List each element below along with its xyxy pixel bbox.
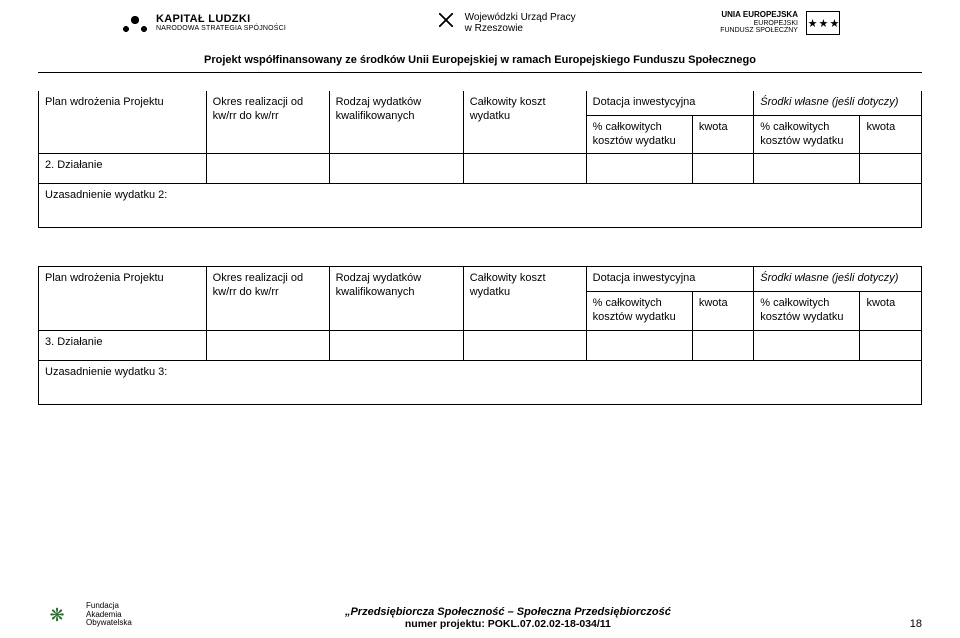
hdr-plan-b: Plan wdrożenia Projektu <box>39 267 207 330</box>
plan-table-2: Plan wdrożenia Projektu Okres realizacji… <box>38 91 922 228</box>
cell-action-2-own-kwota <box>860 154 922 184</box>
logo-eu: UNIA EUROPEJSKA EUROPEJSKI FUNDUSZ SPOŁE… <box>720 11 840 35</box>
wup-text: Wojewódzki Urząd Pracy w Rzeszowie <box>465 12 576 34</box>
fao-l3: Obywatelska <box>86 619 132 627</box>
hdr-own-pct-b: % całkowitych kosztów wydatku <box>754 292 860 331</box>
hdr-dot-pct-b: % całkowitych kosztów wydatku <box>586 292 692 331</box>
cell-action-3-label: 3. Działanie <box>39 330 207 360</box>
eu-stars: ★ ★ ★ <box>808 17 839 30</box>
header-logos: KAPITAŁ LUDZKI NARODOWA STRATEGIA SPÓJNO… <box>0 0 960 44</box>
eu-flag-icon: ★ ★ ★ <box>806 11 840 35</box>
eu-line2: EUROPEJSKI <box>720 20 798 27</box>
cell-action-3-type <box>329 330 463 360</box>
cell-action-2-dot-pct <box>586 154 692 184</box>
cell-action-2-period <box>206 154 329 184</box>
footer: ❋ Fundacja Akademia Obywatelska „Przedsi… <box>0 600 960 630</box>
hdr-total: Całkowity koszt wydatku <box>463 91 586 154</box>
cell-just-3: Uzasadnienie wydatku 3: <box>39 360 922 404</box>
hdr-srodki-b: Środki własne (jeśli dotyczy) <box>754 267 922 292</box>
footer-project-no: numer projektu: POKL.07.02.02-18-034/11 <box>132 618 884 630</box>
hdr-total-b: Całkowity koszt wydatku <box>463 267 586 330</box>
footer-left: ❋ Fundacja Akademia Obywatelska <box>38 600 132 630</box>
fao-icon: ❋ <box>38 600 76 630</box>
cell-action-3-own-pct <box>754 330 860 360</box>
cell-action-3-own-kwota <box>860 330 922 360</box>
wup-icon <box>431 11 459 35</box>
hdr-own-kwota-b: kwota <box>860 292 922 331</box>
eu-line3: FUNDUSZ SPOŁECZNY <box>720 27 798 34</box>
kl-title: KAPITAŁ LUDZKI <box>156 14 286 26</box>
kl-subtitle: NARODOWA STRATEGIA SPÓJNOŚCI <box>156 25 286 32</box>
plan-table-3: Plan wdrożenia Projektu Okres realizacji… <box>38 266 922 404</box>
footer-title: „Przedsiębiorcza Społeczność – Społeczna… <box>132 606 884 618</box>
hdr-period: Okres realizacji od kw/rr do kw/rr <box>206 91 329 154</box>
eu-text: UNIA EUROPEJSKA EUROPEJSKI FUNDUSZ SPOŁE… <box>720 11 798 34</box>
hdr-dot-kwota: kwota <box>692 115 753 154</box>
cell-action-2-type <box>329 154 463 184</box>
wup-line2: w Rzeszowie <box>465 23 576 34</box>
cell-action-2-total <box>463 154 586 184</box>
cell-action-2-dot-kwota <box>692 154 753 184</box>
cofinance-subtitle: Projekt współfinansowany ze środków Unii… <box>0 44 960 72</box>
hdr-period-b: Okres realizacji od kw/rr do kw/rr <box>206 267 329 330</box>
cell-just-2: Uzasadnienie wydatku 2: <box>39 184 922 228</box>
content-area: Plan wdrożenia Projektu Okres realizacji… <box>0 73 960 405</box>
row-action-3: 3. Działanie <box>39 330 922 360</box>
cell-action-3-dot-kwota <box>692 330 753 360</box>
hdr-srodki: Środki własne (jeśli dotyczy) <box>754 91 922 115</box>
hdr-dot-kwota-b: kwota <box>692 292 753 331</box>
header-row-1: Plan wdrożenia Projektu Okres realizacji… <box>39 91 922 115</box>
cell-action-2-own-pct <box>754 154 860 184</box>
cell-action-3-total <box>463 330 586 360</box>
hdr-own-kwota: kwota <box>860 115 922 154</box>
hdr-dotacja-b: Dotacja inwestycyjna <box>586 267 754 292</box>
wup-line1: Wojewódzki Urząd Pracy <box>465 12 576 23</box>
eu-line1: UNIA EUROPEJSKA <box>720 11 798 19</box>
cell-action-3-dot-pct <box>586 330 692 360</box>
kl-icon <box>120 8 150 38</box>
header-row-1b: Plan wdrożenia Projektu Okres realizacji… <box>39 267 922 292</box>
row-action-2: 2. Działanie <box>39 154 922 184</box>
hdr-dotacja: Dotacja inwestycyjna <box>586 91 754 115</box>
page-number: 18 <box>884 618 922 630</box>
logo-kapital-ludzki: KAPITAŁ LUDZKI NARODOWA STRATEGIA SPÓJNO… <box>120 8 286 38</box>
logo-wup: Wojewódzki Urząd Pracy w Rzeszowie <box>431 11 576 35</box>
hdr-own-pct: % całkowitych kosztów wydatku <box>754 115 860 154</box>
cell-action-2-label: 2. Działanie <box>39 154 207 184</box>
hdr-dot-pct: % całkowitych kosztów wydatku <box>586 115 692 154</box>
row-just-3: Uzasadnienie wydatku 3: <box>39 360 922 404</box>
cell-action-3-period <box>206 330 329 360</box>
kl-text: KAPITAŁ LUDZKI NARODOWA STRATEGIA SPÓJNO… <box>156 14 286 33</box>
hdr-type-b: Rodzaj wydatków kwalifikowanych <box>329 267 463 330</box>
hdr-plan: Plan wdrożenia Projektu <box>39 91 207 154</box>
row-just-2: Uzasadnienie wydatku 2: <box>39 184 922 228</box>
fao-text: Fundacja Akademia Obywatelska <box>86 602 132 627</box>
footer-center: „Przedsiębiorcza Społeczność – Społeczna… <box>132 606 884 630</box>
hdr-type: Rodzaj wydatków kwalifikowanych <box>329 91 463 154</box>
